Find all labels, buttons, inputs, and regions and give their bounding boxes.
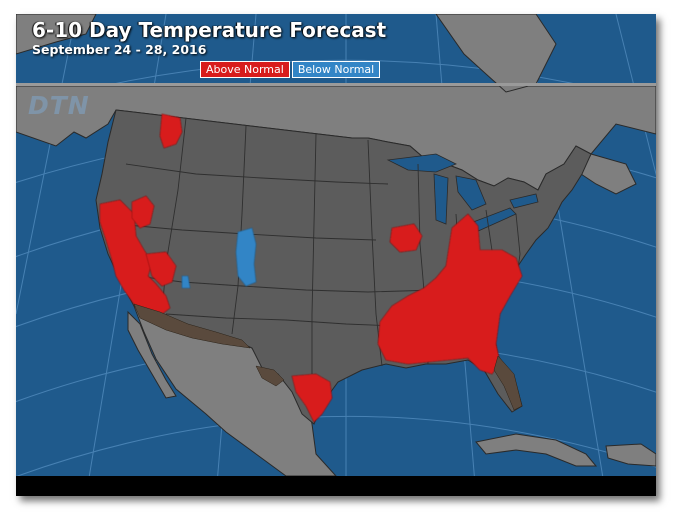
- above-normal-south-texas: [291, 373, 333, 423]
- above-normal-arizona: [145, 251, 177, 287]
- below-normal-arizona: [181, 275, 191, 289]
- above-normal-california: [99, 199, 171, 315]
- below-normal-colorado: [235, 227, 257, 287]
- above-normal-nevada: [131, 195, 155, 229]
- bottom-bar: [16, 476, 656, 496]
- hispaniola-land: [605, 443, 656, 467]
- date-range: September 24 - 28, 2016: [32, 42, 207, 57]
- legend: Above Normal Below Normal: [200, 61, 381, 78]
- header-divider-line: [16, 83, 656, 86]
- dtn-logo: DTN: [28, 91, 90, 120]
- above-normal-northwest: [159, 113, 183, 149]
- forecast-map-frame: 6-10 Day Temperature Forecast September …: [16, 14, 656, 496]
- below-normal-regions: [181, 227, 257, 289]
- temperature-map: [16, 14, 656, 496]
- above-normal-illinois: [389, 223, 423, 253]
- legend-above-normal: Above Normal: [200, 61, 290, 78]
- much-above-regions: [133, 303, 523, 411]
- legend-below-normal: Below Normal: [291, 61, 381, 78]
- alaska-land: [16, 14, 97, 55]
- great-lakes: [386, 153, 539, 233]
- above-normal-regions: [99, 113, 523, 423]
- cuba-land: [475, 433, 598, 467]
- baja-land: [127, 310, 177, 399]
- above-normal-southeast: [377, 213, 523, 375]
- page-title: 6-10 Day Temperature Forecast: [32, 18, 387, 42]
- northeast-land: [435, 14, 557, 93]
